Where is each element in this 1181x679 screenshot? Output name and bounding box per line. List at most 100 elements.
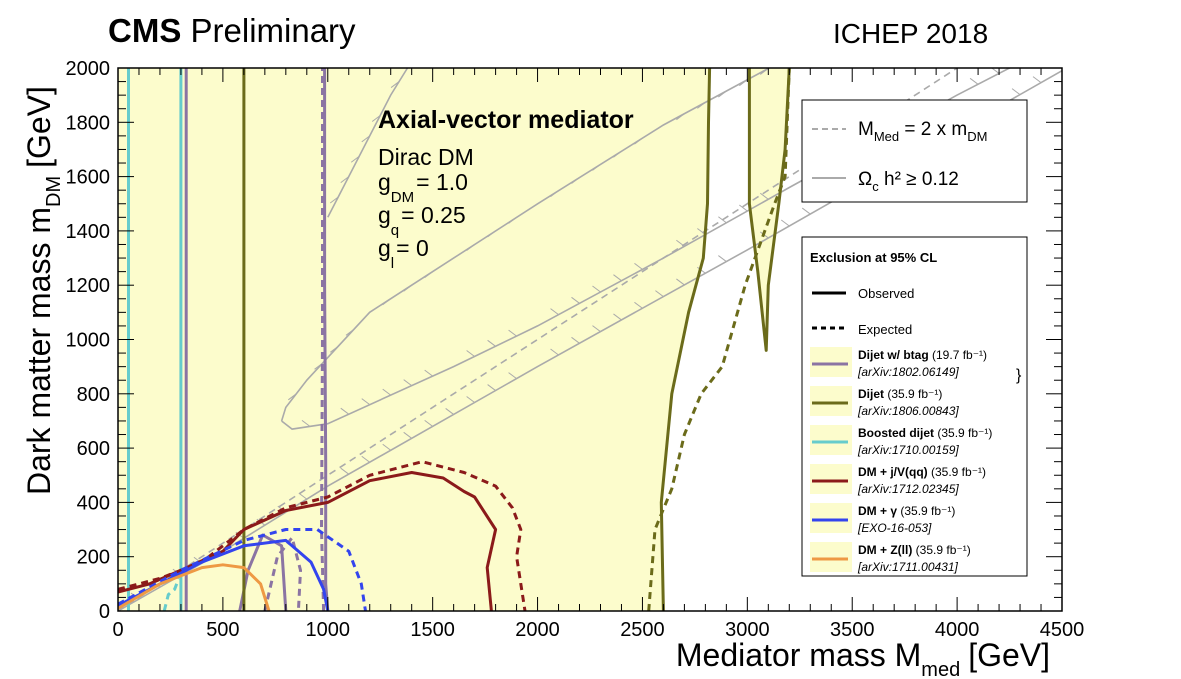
contour-boosted-dijet-expected: [162, 577, 181, 611]
coupling-gq: gq= 0.25: [378, 202, 466, 239]
x-tick-label: 500: [206, 619, 239, 641]
legend-swatch-fill: [810, 503, 852, 533]
relic-hatch: [655, 290, 664, 298]
relic-hatch: [382, 443, 392, 451]
relic-hatch: [340, 176, 350, 184]
coupling-gl: gl= 0: [378, 235, 429, 272]
legend-swatch-fill: [810, 464, 852, 494]
relic-hatch: [760, 68, 769, 75]
x-tick-label: 1500: [410, 619, 455, 641]
relic-hatch: [487, 339, 496, 347]
relic-hatch: [739, 79, 748, 87]
relic-hatch: [361, 135, 371, 143]
excluded-region: [118, 68, 328, 611]
limit-contours: [118, 68, 791, 611]
exclusion-legend: Exclusion at 95% CL Observed Expected } …: [801, 236, 1028, 577]
relic-hatch: [390, 81, 400, 88]
y-tick-label: 0: [99, 601, 110, 623]
relic-hatch: [424, 369, 433, 377]
dm-type: Dirac DM: [378, 144, 474, 170]
relic-hatch: [886, 1, 894, 7]
relic-hatch: [424, 271, 433, 279]
relic-hatch: [1032, 76, 1042, 84]
x-tick-label: 1000: [306, 619, 351, 641]
relic-hatch: [676, 113, 685, 121]
legend-swatch-fill: [810, 386, 852, 416]
legend-entry-ref: [arXiv:1802.06149]: [857, 365, 959, 379]
relic-hatch: [780, 219, 790, 227]
relic-hatch: [823, 35, 831, 41]
coupling-gdm: gDM= 1.0: [378, 169, 468, 206]
relic-hatch: [571, 177, 580, 184]
relic-hatch: [298, 492, 308, 500]
legend-entry-name: Dijet w/ btag (19.7 fb⁻¹): [858, 348, 987, 362]
relic-hatch: [466, 244, 475, 251]
relic-hatch: [865, 12, 873, 18]
relic-hatch: [508, 216, 517, 224]
y-axis-title: Dark matter mass mDM[GeV]: [21, 86, 65, 495]
relic-hatch: [697, 101, 706, 109]
legend-entry-name: DM + j/V(qq) (35.9 fb⁻¹): [858, 465, 986, 479]
relic-hatch: [718, 90, 727, 98]
relic-hatch: [592, 163, 601, 171]
legend-entry-ref: [arXiv:1712.02345]: [857, 482, 959, 496]
relic-hatch: [345, 328, 355, 336]
y-tick-label: 600: [77, 438, 110, 460]
relic-hatch: [340, 407, 350, 415]
relic-hatch: [508, 372, 517, 379]
relic-hatch: [592, 285, 601, 293]
relic-hatch: [634, 262, 643, 270]
excluded-region: [749, 68, 790, 351]
contour-dijet-w-btag-expected: [320, 68, 326, 611]
relic-hatch: [403, 379, 412, 387]
relic-label: Ωc h² ≥ 0.12: [858, 169, 959, 194]
relic-hatch: [634, 301, 643, 309]
reference-legend: MMed = 2 x mDM Ωc h² ≥ 0.12: [801, 99, 1028, 203]
axes: 0 500 1000 1500 2000 2500 3000 3500 4000 4500 0 200…: [66, 58, 1085, 641]
y-tick-label: 400: [77, 492, 110, 514]
relic-hatch: [571, 336, 580, 344]
legend-swatch-fill: [810, 542, 852, 572]
relic-hatch: [1012, 57, 1020, 63]
relic-hatch: [550, 308, 559, 316]
conference-label: ICHEP 2018: [833, 18, 989, 49]
relic-hatch: [760, 192, 769, 200]
relic-hatch: [718, 255, 727, 262]
mmed-2mdm-label: MMed = 2 x mDM: [858, 119, 987, 144]
relic-hatch: [571, 296, 580, 304]
legend-entry-name: Dijet (35.9 fb⁻¹): [858, 387, 942, 401]
relic-hatch: [403, 431, 412, 439]
legend-swatch-fill: [810, 347, 852, 377]
x-tick-label: 3500: [830, 619, 875, 641]
relic-hatch: [329, 345, 339, 353]
relic-hatch: [801, 207, 811, 215]
x-axis-title: Mediator mass Mmed [GeV]: [676, 637, 1050, 679]
legend-entry-name: Boosted dijet (35.9 fb⁻¹): [858, 426, 992, 440]
relic-hatch: [676, 278, 685, 286]
relic-hatch: [361, 398, 371, 406]
relic-hatch: [382, 388, 392, 396]
relic-hatch: [340, 467, 350, 475]
relic-hatch: [634, 137, 643, 145]
x-tick-label: 0: [112, 619, 123, 641]
observed-label: Observed: [858, 286, 914, 301]
legend-entry-ref: [arXiv:1806.00843]: [857, 404, 959, 418]
legend-title: Exclusion at 95% CL: [810, 250, 937, 265]
relic-hatch: [487, 384, 496, 391]
contour-dijet-observed: [747, 68, 791, 352]
model-description: Axial-vector mediator Dirac DM gDM= 1.0 …: [378, 106, 634, 272]
relic-hatch: [508, 329, 517, 337]
relic-hatch: [1011, 88, 1021, 96]
relic-hatch: [361, 455, 371, 463]
y-tick-label: 1000: [66, 330, 111, 352]
model-title: Axial-vector mediator: [378, 106, 634, 134]
y-tick-label: 2000: [66, 58, 111, 80]
relic-hatch: [613, 150, 622, 158]
relic-high-curve: [327, 68, 409, 218]
relic-hatch: [301, 419, 311, 427]
y-tick-label: 1600: [66, 167, 111, 189]
y-tick-label: 800: [77, 384, 110, 406]
relic-hatch: [350, 155, 360, 163]
legend-entry-name: DM + γ (35.9 fb⁻¹): [858, 504, 955, 518]
